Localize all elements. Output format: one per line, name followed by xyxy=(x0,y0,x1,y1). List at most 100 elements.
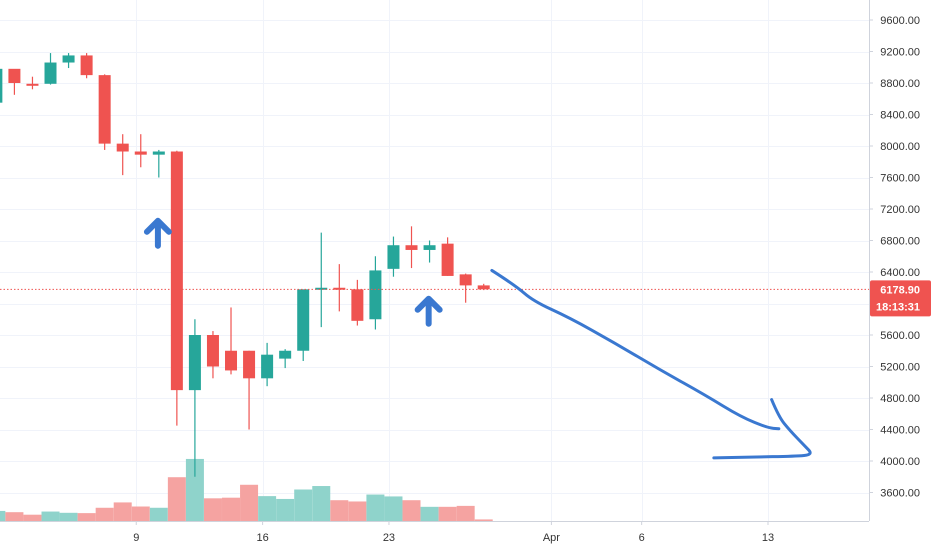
volume-bar xyxy=(474,519,493,521)
price-tick-label: 7600.00 xyxy=(880,173,920,185)
volume-bars xyxy=(0,458,493,521)
volume-bar xyxy=(185,458,204,521)
candle xyxy=(387,236,400,277)
volume-bar xyxy=(258,496,277,521)
candle xyxy=(423,240,436,263)
candle xyxy=(225,307,238,375)
candle-body xyxy=(62,55,75,63)
candle xyxy=(134,134,147,168)
price-tick-label: 3600.00 xyxy=(880,488,920,500)
candle xyxy=(62,53,75,69)
price-tick-label: 9200.00 xyxy=(880,47,920,59)
candle xyxy=(315,232,328,328)
time-tick-label: Apr xyxy=(543,532,560,544)
volume-bar xyxy=(222,497,241,521)
candle xyxy=(0,68,3,103)
volume-bar xyxy=(203,498,222,521)
candle xyxy=(297,289,310,361)
candle-body xyxy=(369,270,382,320)
volume-bar xyxy=(294,489,313,521)
volume-bar xyxy=(384,496,403,521)
price-tick-label: 8800.00 xyxy=(880,78,920,90)
time-tick-label: 9 xyxy=(133,532,139,544)
candle-body xyxy=(477,285,490,290)
candle-body xyxy=(152,151,165,155)
price-tick-label: 6400.00 xyxy=(880,267,920,279)
volume-bar xyxy=(167,477,186,521)
volume-bar xyxy=(402,500,421,521)
time-tick-label: 16 xyxy=(256,532,268,544)
volume-bar xyxy=(276,498,295,521)
candle-body xyxy=(297,289,310,351)
candle-body xyxy=(351,289,364,321)
candle-body xyxy=(170,151,183,391)
candlesticks xyxy=(0,53,490,477)
price-tick-label: 7200.00 xyxy=(880,204,920,216)
candle xyxy=(441,237,454,276)
candle-body xyxy=(26,83,39,86)
candle xyxy=(405,226,418,269)
volume-bar xyxy=(149,507,168,521)
trend-drawing-line xyxy=(712,398,812,460)
candle xyxy=(206,331,219,379)
candle xyxy=(26,76,39,90)
volume-bar xyxy=(420,506,439,521)
time-tick-label: 13 xyxy=(762,532,774,544)
price-tick-label: 4800.00 xyxy=(880,393,920,405)
candle-body xyxy=(188,335,201,391)
time-axis[interactable]: 9 16 23 Apr 6 13 xyxy=(0,521,869,544)
volume-bar xyxy=(240,484,259,521)
candle-body xyxy=(405,245,418,250)
volume-bar xyxy=(456,505,475,521)
last-price-badge xyxy=(870,280,931,317)
candle-body xyxy=(0,68,3,103)
volume-bar xyxy=(438,506,457,521)
candle-body xyxy=(206,335,219,367)
candle-body xyxy=(134,151,147,155)
price-tick-label: 9600.00 xyxy=(880,15,920,27)
user-drawings[interactable] xyxy=(143,217,812,460)
volume-bar xyxy=(41,511,60,521)
candle xyxy=(188,319,201,477)
candle-body xyxy=(225,350,238,371)
price-tick-label: 5600.00 xyxy=(880,330,920,342)
candle-body xyxy=(315,287,328,290)
bar-countdown: 18:13:31 xyxy=(876,301,920,313)
volume-bar xyxy=(5,512,24,521)
volume-bar xyxy=(330,500,349,521)
volume-bar xyxy=(348,501,367,521)
volume-bar xyxy=(59,512,78,521)
candle xyxy=(459,273,472,303)
last-price-tag: 6178.90 18:13:31 xyxy=(870,280,931,317)
candle-body xyxy=(116,143,129,152)
volume-bar xyxy=(23,514,42,521)
candle-body xyxy=(279,350,292,359)
candle-body xyxy=(243,350,256,379)
last-price-value: 6178.90 xyxy=(880,284,920,296)
price-tick-label: 8000.00 xyxy=(880,141,920,153)
candle xyxy=(116,134,129,176)
price-tick-label: 4000.00 xyxy=(880,456,920,468)
candle xyxy=(8,68,21,95)
candle xyxy=(170,150,183,426)
price-tick-label: 6800.00 xyxy=(880,236,920,248)
candle xyxy=(80,53,93,79)
candle xyxy=(98,74,111,150)
volume-bar xyxy=(366,494,385,521)
time-tick-label: 23 xyxy=(383,532,395,544)
candle xyxy=(351,279,364,326)
arrow-up-icon xyxy=(143,217,172,249)
candle xyxy=(152,149,165,178)
candle xyxy=(333,264,346,312)
price-axis[interactable]: 9600.00 9200.00 8800.00 8400.00 8000.00 7600.… xyxy=(869,0,920,521)
candle-body xyxy=(80,55,93,76)
candle-body xyxy=(441,243,454,276)
candle-body xyxy=(98,75,111,144)
candle-body xyxy=(459,274,472,286)
candle-body xyxy=(387,245,400,269)
time-tick-label: 6 xyxy=(639,532,645,544)
price-tick-label: 5200.00 xyxy=(880,362,920,374)
volume-bar xyxy=(131,506,150,521)
